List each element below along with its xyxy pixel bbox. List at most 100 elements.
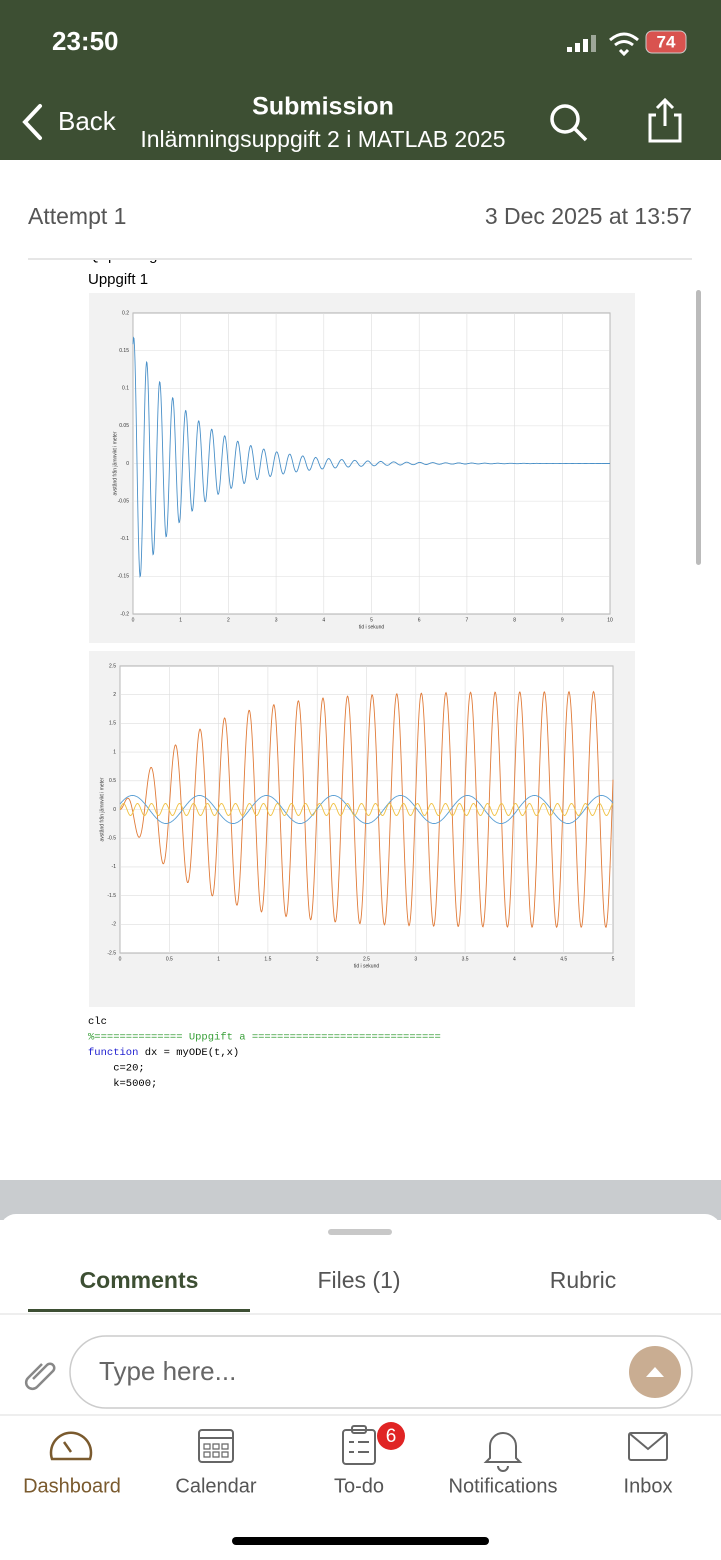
calendar-icon[interactable] <box>198 1429 234 1463</box>
scrollbar <box>696 290 701 565</box>
send-icon <box>646 1367 664 1377</box>
dashboard-icon[interactable] <box>49 1431 93 1461</box>
y-tick-label: 0.15 <box>119 348 129 354</box>
x-tick-label: 5 <box>370 617 373 623</box>
x-tick-label: 1.5 <box>264 956 271 962</box>
nav-label[interactable]: Inbox <box>624 1475 673 1497</box>
input-placeholder: Type here... <box>99 1356 236 1386</box>
x-tick-label: 2.5 <box>363 956 370 962</box>
figure: 0 0.5 1 1.5 2 2.5 3 3.5 4 4.5 5 -2.5 -2 -1.5 -1 -0.5 0 0.… <box>89 651 635 1007</box>
x-tick-label: 9 <box>561 617 564 623</box>
x-tick-label: 4 <box>513 956 516 962</box>
y-tick-label: 2 <box>113 692 116 698</box>
x-tick-label: 1 <box>217 956 220 962</box>
y-tick-label: -0.05 <box>118 498 130 504</box>
y-tick-label: 0 <box>126 461 129 467</box>
signal-icon <box>567 35 596 52</box>
code-token: c=20; <box>88 1062 145 1074</box>
y-tick-label: -2 <box>112 922 117 928</box>
y-tick-label: 0.05 <box>119 423 129 429</box>
wifi-icon <box>609 32 639 57</box>
sheet-shadow <box>0 1180 721 1220</box>
y-axis-label: avstånd från jämnvikt i meter <box>98 777 105 841</box>
code-line: c=20; <box>88 1062 145 1074</box>
todo-badge <box>377 1422 405 1450</box>
header-title: Submission <box>252 93 394 121</box>
nav-label[interactable]: Calendar <box>175 1475 257 1497</box>
tab[interactable]: Comments <box>80 1267 199 1293</box>
document-heading: Uppgift 1 <box>88 271 148 288</box>
code-token: dx = myODE(t,x) <box>138 1047 239 1059</box>
code-token: k=5000; <box>88 1078 157 1090</box>
x-axis-label: tid i sekund <box>354 963 380 969</box>
x-tick-label: 4 <box>322 617 325 623</box>
code-line: clc <box>88 1016 107 1028</box>
comment-input[interactable] <box>69 1335 693 1409</box>
todo-icon[interactable] <box>342 1425 376 1465</box>
share-button[interactable] <box>648 97 682 143</box>
x-tick-label: 4.5 <box>560 956 567 962</box>
x-tick-label: 6 <box>418 617 421 623</box>
attach-button[interactable] <box>24 1362 56 1391</box>
x-tick-label: 1 <box>179 617 182 623</box>
y-tick-label: -1 <box>112 864 117 870</box>
x-tick-label: 3.5 <box>462 956 469 962</box>
y-tick-label: 0.2 <box>122 310 129 316</box>
x-tick-label: 3 <box>414 956 417 962</box>
nav-label[interactable]: Dashboard <box>23 1475 121 1497</box>
tab[interactable]: Rubric <box>550 1267 616 1293</box>
inbox-icon[interactable] <box>628 1432 668 1461</box>
search-button[interactable] <box>550 104 588 142</box>
active-tab-indicator <box>28 1309 250 1312</box>
y-tick-label: 1 <box>113 749 116 755</box>
nav-label[interactable]: Notifications <box>449 1475 558 1497</box>
x-tick-label: 3 <box>275 617 278 623</box>
y-tick-label: 0.1 <box>122 386 129 392</box>
home-indicator <box>232 1537 489 1545</box>
x-tick-label: 5 <box>612 956 615 962</box>
x-tick-label: 2 <box>227 617 230 623</box>
curve <box>119 795 614 824</box>
back-button[interactable]: Back <box>58 106 117 136</box>
sheet-handle[interactable] <box>328 1229 392 1235</box>
x-tick-label: 0.5 <box>166 956 173 962</box>
figure: 0 1 2 3 4 5 6 7 8 9 10 -0.2 -0.15 -0.1 -0.05 0 0.05 0.1 0.… <box>89 293 635 643</box>
header-subtitle: Inlämningsuppgift 2 i MATLAB 2025 <box>140 126 505 152</box>
code-line: function dx = myODE(t,x) <box>88 1047 239 1059</box>
x-tick-label: 7 <box>466 617 469 623</box>
x-tick-label: 0 <box>132 617 135 623</box>
battery-level: 74 <box>657 32 676 51</box>
y-tick-label: -2.5 <box>107 950 116 956</box>
notifications-icon[interactable] <box>483 1432 523 1472</box>
document-name: Qiqi Wang 20021103-3347 <box>88 247 266 264</box>
battery-icon <box>645 30 687 54</box>
curve <box>119 690 614 929</box>
attempt-label: Attempt 1 <box>28 203 126 229</box>
x-tick-label: 8 <box>513 617 516 623</box>
code-token: clc <box>88 1016 107 1028</box>
tab[interactable]: Files (1) <box>317 1267 400 1293</box>
curve <box>119 803 614 816</box>
code-token: %============== Uppgift a ==============… <box>88 1031 441 1043</box>
badge-count: 6 <box>386 1426 397 1447</box>
header-bg <box>0 0 721 160</box>
back-icon[interactable] <box>22 104 42 140</box>
status-time: 23:50 <box>52 26 119 56</box>
nav-label[interactable]: To-do <box>334 1475 384 1497</box>
y-tick-label: 0.5 <box>109 778 116 784</box>
code-line: %============== Uppgift a ==============… <box>88 1031 441 1043</box>
y-tick-label: -0.2 <box>120 611 129 617</box>
x-tick-label: 0 <box>119 956 122 962</box>
y-tick-label: 2.5 <box>109 663 116 669</box>
attempt-date: 3 Dec 2025 at 13:57 <box>485 203 692 229</box>
y-tick-label: 1.5 <box>109 721 116 727</box>
curve <box>132 336 610 578</box>
y-tick-label: -0.15 <box>118 574 130 580</box>
y-axis-label: avstånd från jämnvikt i meter <box>111 431 118 495</box>
code-token: function <box>88 1047 138 1059</box>
y-tick-label: -1.5 <box>107 893 116 899</box>
code-line: k=5000; <box>88 1078 157 1090</box>
x-tick-label: 2 <box>316 956 319 962</box>
